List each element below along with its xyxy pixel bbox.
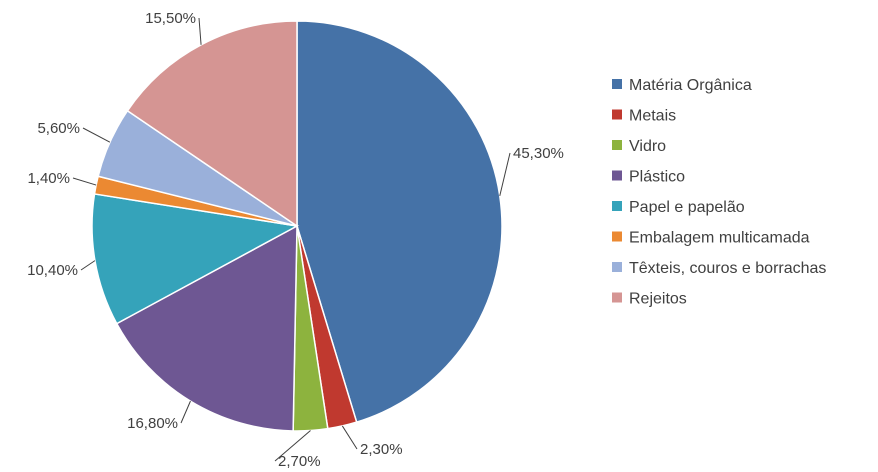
leader-line-plastico [180,400,191,424]
leader-line-texteis-couros-e-borrachas [82,127,111,143]
legend-label-papel-e-papelao: Papel e papelão [629,199,745,216]
data-label-papel-e-papelao: 10,40% [27,262,78,279]
legend: Matéria Orgânica Metais Vidro Plástico Papel… [612,77,826,308]
data-label-rejeitos: 15,50% [145,10,196,27]
data-label-vidro: 2,70% [278,453,321,470]
legend-swatch-vidro [612,140,622,150]
data-labels: 45,30% 2,30% 2,70% 16,80% 10,40% 1,40% 5,60% 15… [27,10,564,470]
legend-label-texteis-couros-e-borrachas: Têxteis, couros e borrachas [629,260,826,277]
pie-slice-materia-organica [296,20,503,424]
pie-slice-rejeitos [126,20,298,228]
data-label-embalagem-multicamada: 1,40% [27,170,70,187]
leader-line-metais [341,425,358,450]
legend-label-metais: Metais [629,108,676,125]
data-label-texteis-couros-e-borrachas: 5,60% [37,120,80,137]
legend-swatch-embalagem-multicamada [612,231,622,242]
legend-swatch-rejeitos [612,292,622,303]
pie-slices [91,20,503,432]
legend-label-embalagem-multicamada: Embalagem multicamada [629,230,810,247]
legend-label-vidro: Vidro [629,138,666,155]
pie-slice-plastico [115,224,298,432]
legend-swatch-texteis-couros-e-borrachas [612,262,622,272]
data-label-materia-organica: 45,30% [513,145,564,162]
leader-lines [72,17,511,462]
data-label-plastico: 16,80% [127,415,178,432]
leader-line-rejeitos [198,17,202,45]
leader-line-vidro [274,430,311,462]
legend-label-rejeitos: Rejeitos [629,291,687,308]
leader-line-papel-e-papelao [80,260,96,271]
leader-line-embalagem-multicamada [72,177,97,186]
data-label-metais: 2,30% [360,441,403,458]
legend-swatch-materia-organica [612,79,622,89]
legend-label-materia-organica: Matéria Orgânica [629,77,752,94]
legend-label-plastico: Plástico [629,169,685,186]
legend-swatch-plastico [612,170,622,181]
leader-line-materia-organica [499,152,511,196]
legend-swatch-papel-e-papelao [612,201,622,211]
legend-swatch-metais [612,109,622,120]
